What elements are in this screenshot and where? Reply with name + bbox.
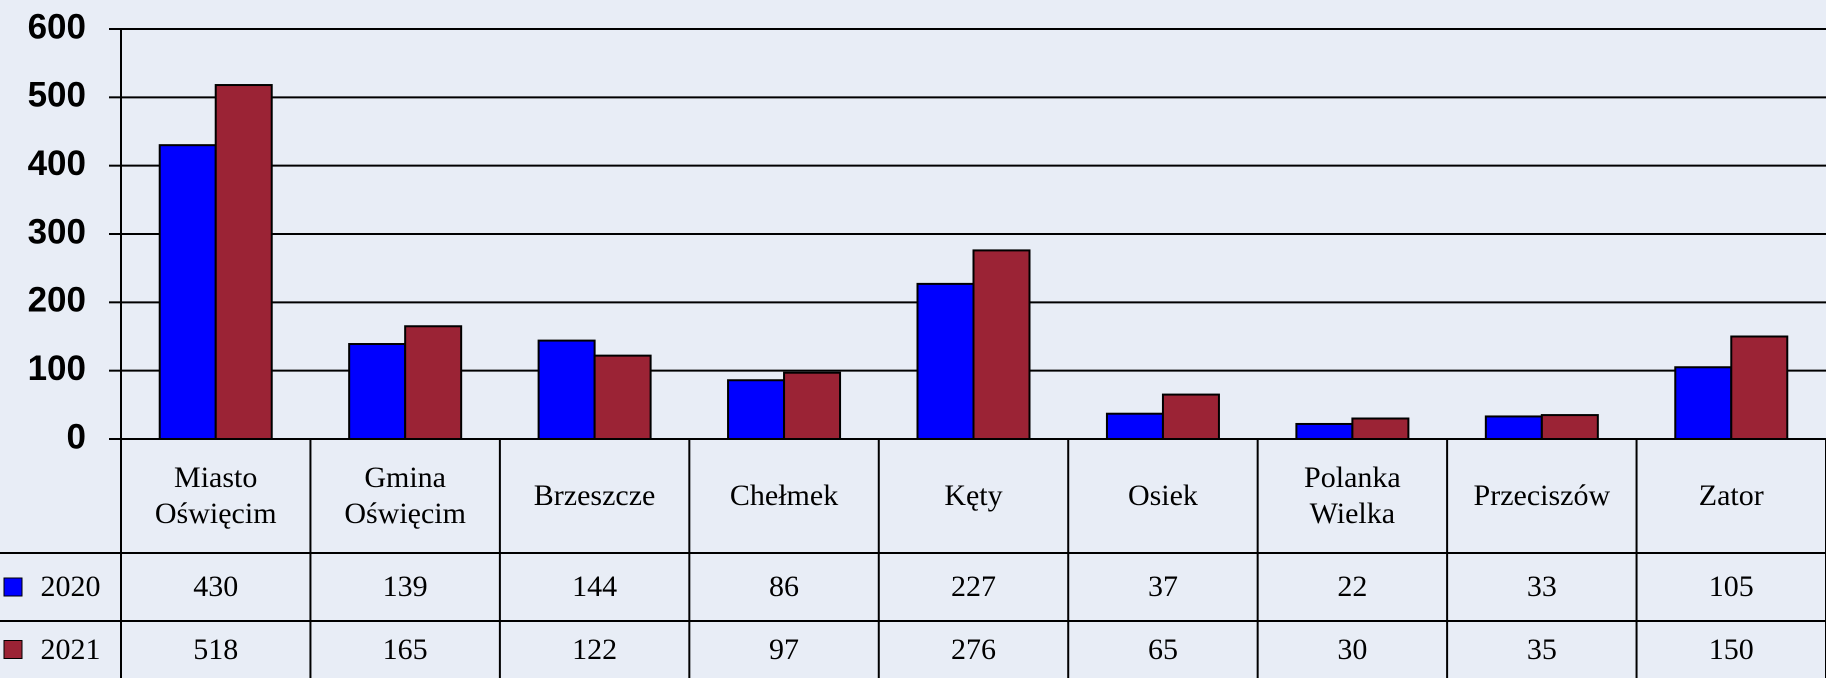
bar — [348, 343, 407, 440]
bar — [1161, 393, 1220, 441]
table-value: 139 — [382, 570, 428, 603]
y-tick-label: 0 — [67, 417, 86, 456]
table-value: 33 — [1526, 570, 1557, 603]
table-value: 518 — [193, 632, 239, 666]
y-tick-label: 500 — [28, 76, 86, 115]
table-value: 276 — [950, 632, 996, 666]
category-label: Zator — [1698, 479, 1764, 512]
bar — [214, 84, 273, 441]
table-value: 30 — [1337, 632, 1368, 666]
category-label: Polanka Wielka — [1304, 461, 1401, 530]
bar — [727, 379, 786, 441]
bar — [1295, 422, 1354, 441]
legend-swatch — [3, 577, 23, 597]
table-value: 150 — [1708, 632, 1754, 666]
bar — [1105, 412, 1164, 441]
legend-swatch — [3, 640, 23, 659]
bar — [158, 144, 217, 441]
category-label: Miasto Oświęcim — [154, 461, 277, 530]
category-label: Brzeszcze — [533, 479, 656, 512]
bar — [1730, 335, 1789, 440]
table-value: 105 — [1708, 570, 1754, 603]
table-value: 86 — [769, 570, 800, 603]
y-tick-label: 200 — [28, 281, 86, 320]
table-value: 35 — [1526, 632, 1557, 666]
bar — [916, 282, 975, 440]
bar — [1674, 366, 1733, 440]
bar — [537, 339, 596, 441]
bar — [783, 371, 842, 441]
legend-label: 2020 — [40, 570, 101, 603]
y-tick-label: 600 — [28, 7, 86, 46]
table-value: 22 — [1337, 570, 1368, 603]
category-label: Przeciszów — [1473, 479, 1611, 512]
y-tick-label: 300 — [28, 212, 86, 251]
legend-label: 2021 — [40, 632, 101, 666]
table-value: 430 — [193, 570, 239, 603]
category-label: Chełmek — [729, 479, 839, 512]
y-tick-label: 400 — [28, 144, 86, 183]
table-value: 97 — [769, 632, 800, 666]
table-value: 144 — [572, 570, 618, 603]
table-value: 122 — [572, 632, 618, 666]
table-value: 37 — [1147, 570, 1178, 603]
category-label: Kęty — [944, 479, 1003, 512]
bar — [972, 249, 1031, 440]
y-tick-label: 100 — [28, 349, 86, 388]
bar — [593, 354, 652, 440]
bar — [1540, 414, 1599, 441]
table-value: 165 — [382, 632, 428, 666]
bar — [404, 325, 463, 440]
bar — [1484, 415, 1543, 441]
category-label: Gmina Oświęcim — [344, 461, 466, 530]
bar — [1351, 417, 1410, 440]
table-value: 65 — [1147, 632, 1178, 666]
table-value: 227 — [950, 570, 996, 603]
category-label: Osiek — [1127, 479, 1198, 512]
